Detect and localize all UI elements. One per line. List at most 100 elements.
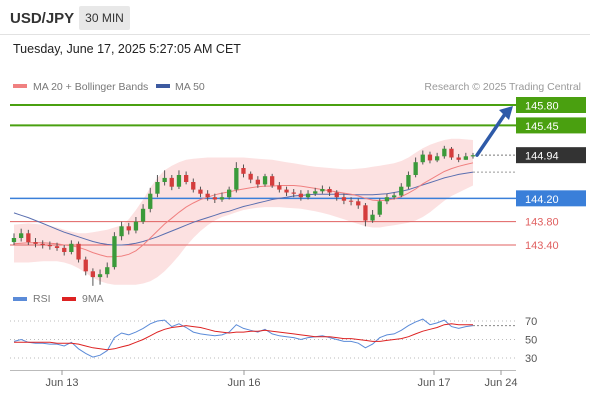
candle-body — [463, 156, 468, 160]
candle-body — [298, 193, 303, 198]
candle-body — [219, 197, 225, 200]
bollinger-band — [14, 138, 473, 285]
candle-body — [320, 189, 325, 192]
ma50-legend-swatch — [156, 84, 170, 88]
candle-body — [26, 233, 31, 243]
candle-body — [198, 189, 203, 194]
candle-body — [305, 193, 311, 198]
candle-body — [227, 189, 232, 198]
candle-body — [19, 233, 24, 238]
timeframe-badge[interactable] — [79, 6, 130, 30]
ma50-line — [13, 171, 474, 246]
candle-body — [11, 238, 17, 243]
source-attribution: Research © 2025 Trading Central — [424, 81, 581, 93]
candle-body — [97, 274, 103, 278]
candle-body — [162, 177, 167, 182]
candle-body — [83, 259, 88, 272]
price-label-144-20: 144.20 — [525, 194, 559, 206]
time-tick-jun-16: Jun 16 — [227, 377, 260, 389]
forecast-arrow — [475, 112, 507, 157]
rsi-tick-70: 70 — [525, 316, 537, 328]
candle-body — [234, 168, 239, 190]
ma20-line — [13, 162, 474, 258]
candle-body — [327, 189, 332, 193]
candle-body — [291, 192, 296, 194]
candle-body — [392, 195, 397, 198]
rsi-legend-label: RSI — [33, 293, 51, 305]
rsi-line — [13, 318, 474, 358]
candle-body — [262, 176, 268, 185]
candle-body — [205, 193, 210, 198]
time-tick-jun-13: Jun 13 — [45, 377, 78, 389]
candle-body — [184, 175, 189, 182]
candle-body — [334, 192, 339, 198]
candle-body — [33, 242, 38, 244]
candle-body — [90, 271, 95, 278]
candle-body — [133, 221, 139, 231]
symbol-label: USD/JPY — [10, 10, 74, 27]
ma50-legend-label: MA 50 — [175, 81, 205, 93]
candle-body — [313, 191, 318, 194]
rsi-ma-legend-label: 9MA — [82, 293, 104, 305]
candle-body — [356, 201, 361, 206]
price-label-143-40: 143.40 — [525, 240, 559, 252]
rsi-ma-line — [14, 323, 473, 351]
candle-body — [241, 168, 246, 174]
candle-body — [119, 226, 124, 237]
candle-body — [248, 173, 253, 180]
candle-body — [284, 189, 289, 193]
rsi-panel — [10, 318, 516, 359]
candle-body — [140, 208, 146, 222]
candle-body — [212, 197, 217, 200]
candle-body — [470, 155, 476, 157]
time-tick-jun-24: Jun 24 — [484, 377, 517, 389]
forecast-arrow-head — [499, 106, 513, 120]
price-label-145-45: 145.45 — [525, 121, 559, 133]
candle-body — [420, 154, 425, 163]
candle-body — [363, 205, 368, 221]
candle-body — [76, 243, 81, 260]
candle-body — [406, 175, 411, 187]
price-label-144-94: 144.94 — [525, 151, 559, 163]
price-label-145-80: 145.80 — [525, 101, 559, 113]
candle-body — [112, 236, 117, 268]
candle-body — [384, 197, 390, 202]
rsi-tick-50: 50 — [525, 335, 537, 347]
candle-body — [176, 175, 182, 187]
price-label-143-80: 143.80 — [525, 217, 559, 229]
ma20-legend-swatch — [13, 84, 27, 88]
candle-body — [449, 148, 454, 158]
candle-body — [69, 243, 74, 252]
candle-body — [377, 201, 382, 215]
axis-labels: 145.80 145.45 144.94 144.20 143.80 143.40 70 50… — [45, 97, 586, 389]
ma20-legend-label: MA 20 + Bollinger Bands — [33, 81, 148, 93]
price-tag-144-20 — [516, 190, 586, 207]
candle-body — [62, 247, 67, 252]
candle-body — [277, 185, 282, 190]
candle-body — [456, 157, 461, 160]
candle-body — [270, 176, 275, 186]
time-tick-jun-17: Jun 17 — [417, 377, 450, 389]
candle-body — [341, 197, 347, 201]
candle-body — [191, 182, 196, 190]
candle-body — [126, 226, 131, 231]
rsi-tick-30: 30 — [525, 353, 537, 365]
candle-body — [427, 154, 433, 161]
candle-body — [54, 246, 60, 248]
datetime-label: Tuesday, June 17, 2025 5:27:05 AM CET — [13, 42, 241, 56]
timeframe-label: 30 MIN — [85, 11, 124, 25]
candle-body — [155, 182, 160, 194]
rsi-ma-legend-swatch — [62, 297, 76, 301]
candle-body — [105, 267, 110, 275]
rsi-legend-swatch — [13, 297, 27, 301]
price-tag-145-80 — [516, 97, 586, 113]
candle-body — [255, 179, 260, 185]
candle-body — [169, 177, 174, 187]
price-tag-145-45 — [516, 117, 586, 134]
candle-body — [413, 162, 418, 175]
candle-body — [442, 148, 447, 157]
candle-body — [348, 200, 354, 202]
candle-body — [370, 214, 375, 221]
